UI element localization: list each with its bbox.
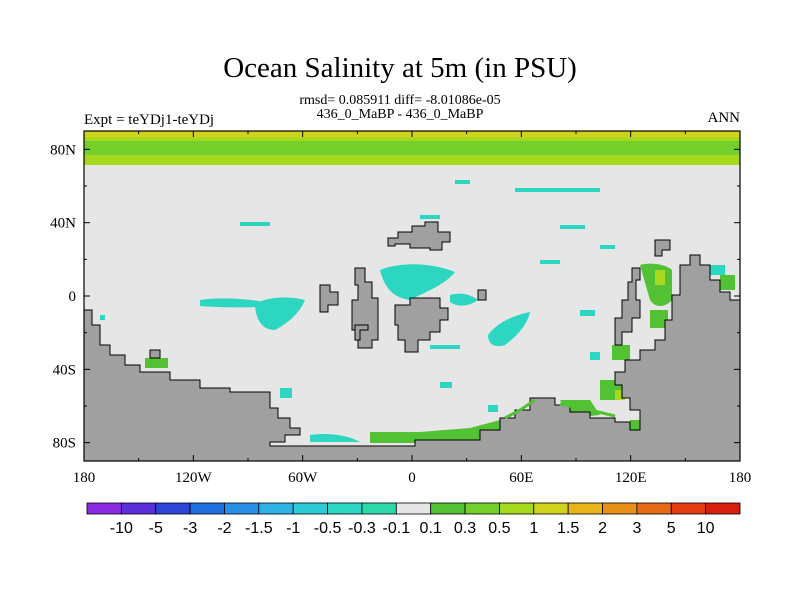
colorbar-swatch xyxy=(499,502,535,515)
colorbar-label: -10 xyxy=(110,520,133,537)
landmass-small-3 xyxy=(654,239,671,257)
colorbar-label: -0.1 xyxy=(383,520,411,537)
colorbar-swatch xyxy=(292,502,328,515)
colorbar-swatch xyxy=(86,502,122,515)
colorbar-label: 2 xyxy=(598,520,607,537)
season-label: ANN xyxy=(707,110,741,126)
colorbar-swatch xyxy=(464,502,500,515)
landmass-northern xyxy=(387,221,451,251)
chart-title: Ocean Salinity at 5m (in PSU) xyxy=(223,52,577,84)
colorbar-label: -5 xyxy=(149,520,163,537)
island-120e xyxy=(614,267,641,346)
x-tick-label: 180 xyxy=(73,470,96,486)
y-tick-label: 40N xyxy=(50,216,76,232)
map-plot-area xyxy=(84,131,740,461)
landmass-small-2 xyxy=(477,289,487,301)
colorbar-label: -3 xyxy=(183,520,197,537)
colorbar-label: 3 xyxy=(632,520,641,537)
colorbar-label: 0.1 xyxy=(420,520,442,537)
arctic-band-mid xyxy=(84,141,740,155)
landmass-west xyxy=(319,284,339,313)
land-masses xyxy=(84,221,740,461)
colorbar-label: 5 xyxy=(667,520,676,537)
colorbar-swatch xyxy=(430,502,466,515)
colorbar-swatch xyxy=(224,502,260,515)
colorbar-label: 0.3 xyxy=(454,520,476,537)
colorbar-label: -1.5 xyxy=(245,520,273,537)
colorbar-label: -0.3 xyxy=(348,520,376,537)
colorbar-swatch xyxy=(120,502,157,515)
colorbar-swatch xyxy=(395,502,432,515)
colorbar-swatch xyxy=(567,502,603,515)
colorbar-swatch xyxy=(327,502,363,515)
colorbar-label: -0.5 xyxy=(314,520,342,537)
x-tick-label: 60E xyxy=(509,470,533,486)
colorbar-swatch xyxy=(533,502,569,515)
colorbar-label: 1 xyxy=(529,520,538,537)
y-tick-label: 80N xyxy=(50,142,76,158)
stats-line: rmsd= 0.085911 diff= -8.01086e-05 xyxy=(299,93,501,108)
y-tick-label: 0 xyxy=(69,289,77,305)
colorbar-swatch xyxy=(636,502,672,515)
landmass-small-1 xyxy=(354,324,369,341)
coastal-highlights xyxy=(504,398,616,420)
x-tick-label: 60W xyxy=(288,470,318,486)
colorbar-label: 1.5 xyxy=(557,520,579,537)
colorbar-swatch xyxy=(670,502,707,515)
colorbar-swatch xyxy=(155,502,191,515)
colorbar-label: -2 xyxy=(217,520,231,537)
colorbar: -10 -5 -3 -2 -1.5 -1 -0.5 -0.3 -0.1 0.1 0.3 0.5 1 1.5… xyxy=(86,502,741,537)
x-tick-label: 180 xyxy=(729,470,752,486)
colorbar-swatch xyxy=(258,502,294,515)
y-tick-label: 40S xyxy=(53,362,76,378)
x-tick-label: 120E xyxy=(615,470,647,486)
colorbar-label: -1 xyxy=(286,520,300,537)
colorbar-swatch xyxy=(602,502,638,515)
landmass-central-east xyxy=(394,297,449,353)
axes: 180 120W 60W 0 60E 120E 180 80N 40N 0 40S 80S xyxy=(50,131,751,486)
colorbar-swatch xyxy=(189,502,225,515)
colorbar-swatch xyxy=(705,502,741,515)
colorbar-label: 0.5 xyxy=(488,520,510,537)
negative-patches xyxy=(100,180,725,442)
landmass-small-4 xyxy=(149,349,161,359)
chart-subtitle: 436_0_MaBP - 436_0_MaBP xyxy=(316,107,484,122)
y-tick-label: 80S xyxy=(53,436,76,452)
experiment-label: Expt = teYDj1-teYDj xyxy=(84,112,215,128)
colorbar-label: 10 xyxy=(697,520,715,537)
colorbar-swatch xyxy=(361,502,397,515)
x-tick-label: 120W xyxy=(175,470,213,486)
x-tick-label: 0 xyxy=(408,470,416,486)
